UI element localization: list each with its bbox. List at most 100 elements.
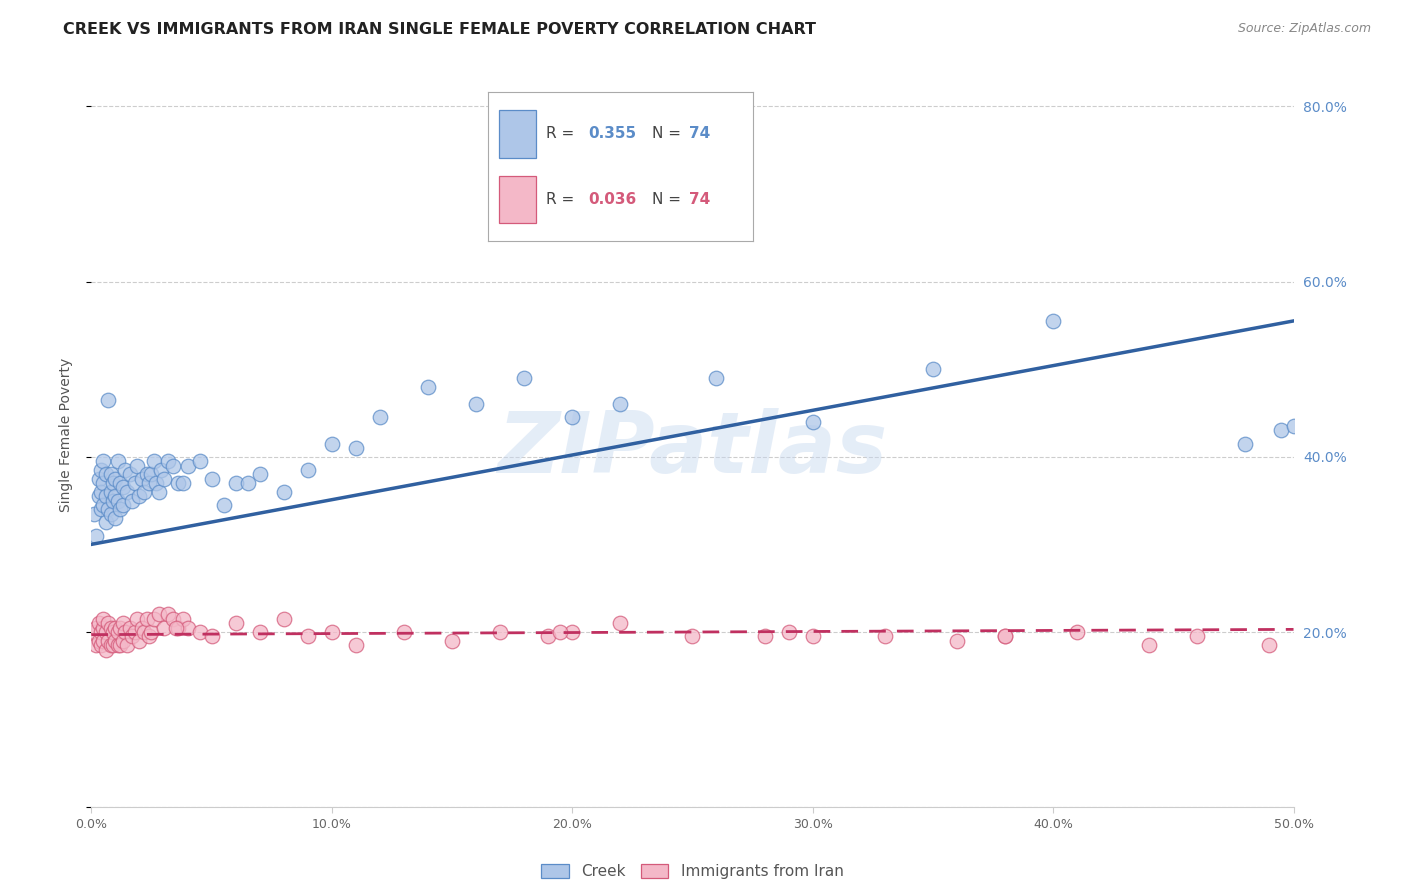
Point [104, 511, 127, 525]
Point [110, 476, 132, 491]
Point [93, 633, 115, 648]
Point [778, 625, 800, 640]
Point [141, 467, 163, 482]
Point [465, 397, 488, 411]
Point [706, 371, 728, 385]
Point [157, 454, 180, 468]
Point [249, 467, 271, 482]
Point [297, 463, 319, 477]
Point [100, 467, 122, 482]
Point [754, 629, 776, 643]
Point [440, 633, 463, 648]
Point [100, 484, 122, 499]
Point [489, 625, 512, 640]
Point [93, 498, 115, 512]
Point [225, 616, 247, 631]
Point [94, 642, 117, 657]
Point [145, 476, 167, 491]
Point [125, 458, 148, 473]
Point [176, 458, 198, 473]
Point [172, 612, 194, 626]
Point [561, 410, 583, 425]
Point [609, 397, 631, 411]
Point [188, 454, 211, 468]
Point [97, 392, 120, 407]
Point [93, 612, 115, 626]
Point [212, 498, 235, 512]
Point [104, 621, 127, 635]
Point [128, 633, 150, 648]
Point [125, 612, 148, 626]
Point [344, 441, 367, 455]
Point [100, 507, 122, 521]
Point [84, 638, 107, 652]
Point [236, 476, 259, 491]
Point [104, 489, 127, 503]
Point [273, 484, 295, 499]
Point [83, 507, 105, 521]
Point [90, 463, 112, 477]
Point [1042, 314, 1064, 328]
Point [121, 629, 143, 643]
Point [97, 633, 120, 648]
Point [111, 633, 134, 648]
Point [104, 633, 127, 648]
Point [801, 629, 824, 643]
Point [114, 463, 136, 477]
Point [167, 476, 190, 491]
Point [141, 625, 163, 640]
Point [225, 476, 247, 491]
Point [111, 480, 134, 494]
Point [87, 472, 110, 486]
Point [994, 629, 1017, 643]
Point [249, 625, 271, 640]
Point [94, 467, 117, 482]
Point [107, 625, 129, 640]
Point [135, 612, 157, 626]
Point [416, 379, 439, 393]
Point [922, 362, 945, 376]
Point [1066, 625, 1088, 640]
Point [97, 502, 120, 516]
Point [128, 489, 150, 503]
Point [100, 638, 122, 652]
Point [1258, 638, 1281, 652]
Point [84, 528, 107, 542]
Point [124, 476, 146, 491]
Point [90, 638, 112, 652]
Point [93, 454, 115, 468]
Point [117, 484, 139, 499]
Point [801, 415, 824, 429]
Point [107, 638, 129, 652]
Point [321, 625, 343, 640]
Point [101, 476, 124, 491]
Point [134, 625, 156, 640]
Point [1187, 629, 1209, 643]
Point [150, 463, 173, 477]
Point [873, 629, 896, 643]
Point [176, 621, 198, 635]
Point [513, 371, 536, 385]
Point [148, 484, 170, 499]
Point [110, 638, 132, 652]
Point [94, 625, 117, 640]
Point [537, 629, 560, 643]
Point [111, 616, 134, 631]
Point [118, 621, 141, 635]
Point [83, 625, 105, 640]
Point [561, 625, 583, 640]
Point [994, 629, 1017, 643]
Point [87, 633, 110, 648]
Text: Source: ZipAtlas.com: Source: ZipAtlas.com [1237, 22, 1371, 36]
Point [188, 625, 211, 640]
Point [134, 484, 156, 499]
Y-axis label: Single Female Poverty: Single Female Poverty [59, 358, 73, 512]
Point [392, 625, 415, 640]
Point [157, 607, 180, 622]
Point [368, 410, 391, 425]
Point [946, 633, 969, 648]
Point [273, 612, 295, 626]
Point [101, 638, 124, 652]
Point [1282, 419, 1305, 434]
Point [124, 625, 146, 640]
